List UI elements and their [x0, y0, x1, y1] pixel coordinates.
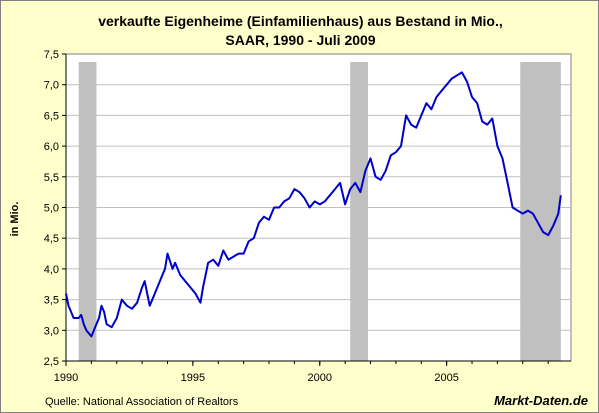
y-tick-label: 2,5: [44, 356, 59, 368]
series-line-1: [65, 71, 562, 338]
recession-band-1: [78, 62, 97, 361]
x-tick-label: 2005: [434, 372, 458, 384]
recession-band-2: [350, 62, 368, 361]
x-tick-label: 2000: [308, 372, 332, 384]
y-tick-label: 6,0: [44, 141, 59, 153]
y-tick-label: 5,0: [44, 203, 59, 215]
y-tick-label: 4,5: [44, 233, 59, 245]
y-tick-label: 4,0: [44, 264, 59, 276]
source-note: Quelle: National Association of Realtors: [45, 396, 239, 408]
y-tick-label: 3,5: [44, 295, 59, 307]
x-tick-label: 1990: [54, 372, 78, 384]
y-tick-label: 5,5: [44, 172, 59, 184]
y-tick-label: 7,0: [44, 80, 59, 92]
chart-subtitle: SAAR, 1990 - Juli 2009: [225, 32, 376, 48]
y-tick-label: 3,0: [44, 325, 59, 337]
brand-label: Markt-Daten.de: [494, 393, 588, 408]
y-tick-label: 6,5: [44, 110, 59, 122]
x-tick-label: 1995: [181, 372, 205, 384]
y-tick-label: 7,5: [44, 49, 59, 61]
chart-title: verkaufte Eigenheime (Einfamilienhaus) a…: [98, 13, 503, 29]
